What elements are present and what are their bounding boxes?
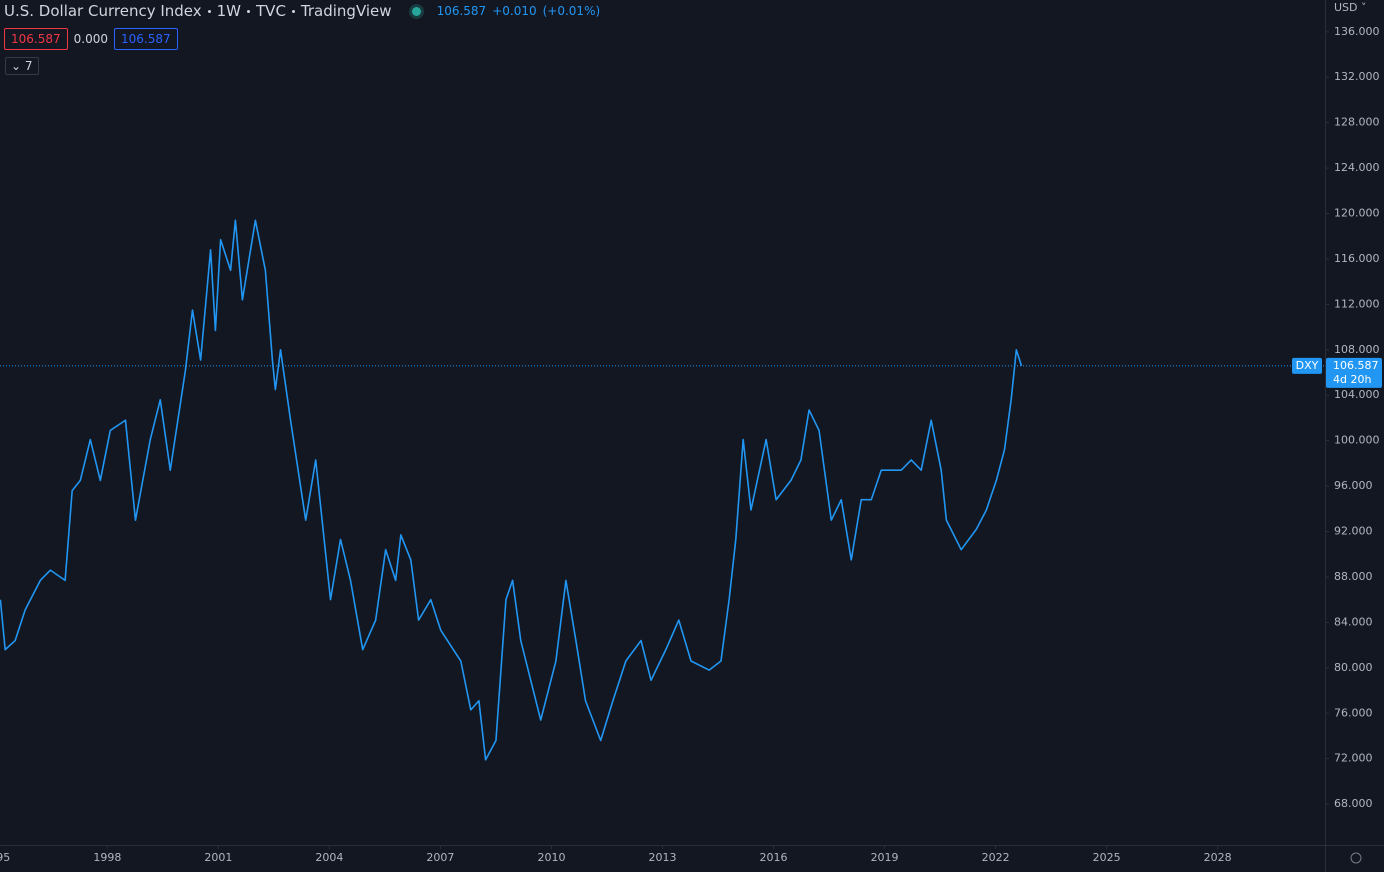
x-tick-label: 2019 bbox=[871, 851, 899, 864]
change: +0.010 bbox=[492, 4, 537, 18]
countdown-label: 4d 20h bbox=[1333, 373, 1371, 386]
x-tick-label: 2013 bbox=[649, 851, 677, 864]
y-tick-label: 124.000 bbox=[1334, 161, 1380, 174]
x-tick-label: 2022 bbox=[982, 851, 1010, 864]
sell-button[interactable]: 106.587 bbox=[4, 28, 68, 50]
x-tick-label: 2025 bbox=[1093, 851, 1121, 864]
symbol-title: U.S. Dollar Currency Index bbox=[4, 2, 202, 20]
x-tick-label: 2001 bbox=[204, 851, 232, 864]
buy-button[interactable]: 106.587 bbox=[113, 28, 178, 50]
y-tick-label: 108.000 bbox=[1334, 343, 1380, 356]
y-tick-label: 76.000 bbox=[1334, 706, 1373, 719]
y-tick-label: 116.000 bbox=[1334, 252, 1380, 265]
source: TradingView bbox=[300, 2, 392, 20]
price-line bbox=[0, 219, 1023, 761]
trade-buttons: 106.587 0.000 106.587 bbox=[4, 28, 178, 50]
last-price-badge bbox=[1326, 357, 1382, 388]
y-tick-label: 84.000 bbox=[1334, 615, 1373, 628]
spread: 0.000 bbox=[73, 32, 108, 46]
y-tick-label: 68.000 bbox=[1334, 797, 1373, 810]
interval[interactable]: 1W bbox=[216, 2, 242, 20]
x-tick-label: 2010 bbox=[537, 851, 565, 864]
y-tick-label: 128.000 bbox=[1334, 116, 1380, 129]
x-tick-label: 1995 bbox=[0, 851, 10, 864]
indicators-toggle[interactable]: ⌄ 7 bbox=[5, 57, 39, 75]
currency-selector[interactable]: USD ˅ bbox=[1334, 1, 1367, 14]
y-tick-label: 104.000 bbox=[1334, 388, 1380, 401]
change-percent: (+0.01%) bbox=[542, 4, 601, 18]
x-tick-label: 2004 bbox=[315, 851, 343, 864]
x-tick-label: 2007 bbox=[426, 851, 454, 864]
y-tick-label: 80.000 bbox=[1334, 661, 1373, 674]
x-tick-label: 2028 bbox=[1204, 851, 1232, 864]
market-status[interactable] bbox=[411, 6, 421, 16]
indicator-count: 7 bbox=[24, 59, 33, 73]
x-tick-label: 1998 bbox=[93, 851, 121, 864]
settings-icon[interactable] bbox=[1350, 852, 1362, 864]
y-tick-label: 136.000 bbox=[1334, 25, 1380, 38]
y-tick-label: 96.000 bbox=[1334, 479, 1373, 492]
separator bbox=[291, 9, 295, 13]
y-tick-label: 92.000 bbox=[1334, 525, 1373, 538]
y-tick-label: 100.000 bbox=[1334, 434, 1380, 447]
separator bbox=[207, 9, 211, 13]
y-tick-label: 112.000 bbox=[1334, 297, 1380, 310]
symbol-badge-label: DXY bbox=[1296, 359, 1319, 372]
last-price-label: 106.587 bbox=[1333, 359, 1379, 372]
currency: USD bbox=[1334, 1, 1358, 14]
y-tick-label: 120.000 bbox=[1334, 207, 1380, 220]
y-tick-label: 132.000 bbox=[1334, 70, 1380, 83]
y-tick-label: 72.000 bbox=[1334, 752, 1373, 765]
exchange: TVC bbox=[256, 2, 286, 20]
y-tick-label: 88.000 bbox=[1334, 570, 1373, 583]
separator bbox=[247, 9, 251, 13]
last-price: 106.587 bbox=[436, 4, 487, 18]
x-tick-label: 2016 bbox=[760, 851, 788, 864]
symbol-badge bbox=[1292, 357, 1322, 374]
header: U.S. Dollar Currency Index 1W TVC Tradin… bbox=[4, 2, 600, 20]
